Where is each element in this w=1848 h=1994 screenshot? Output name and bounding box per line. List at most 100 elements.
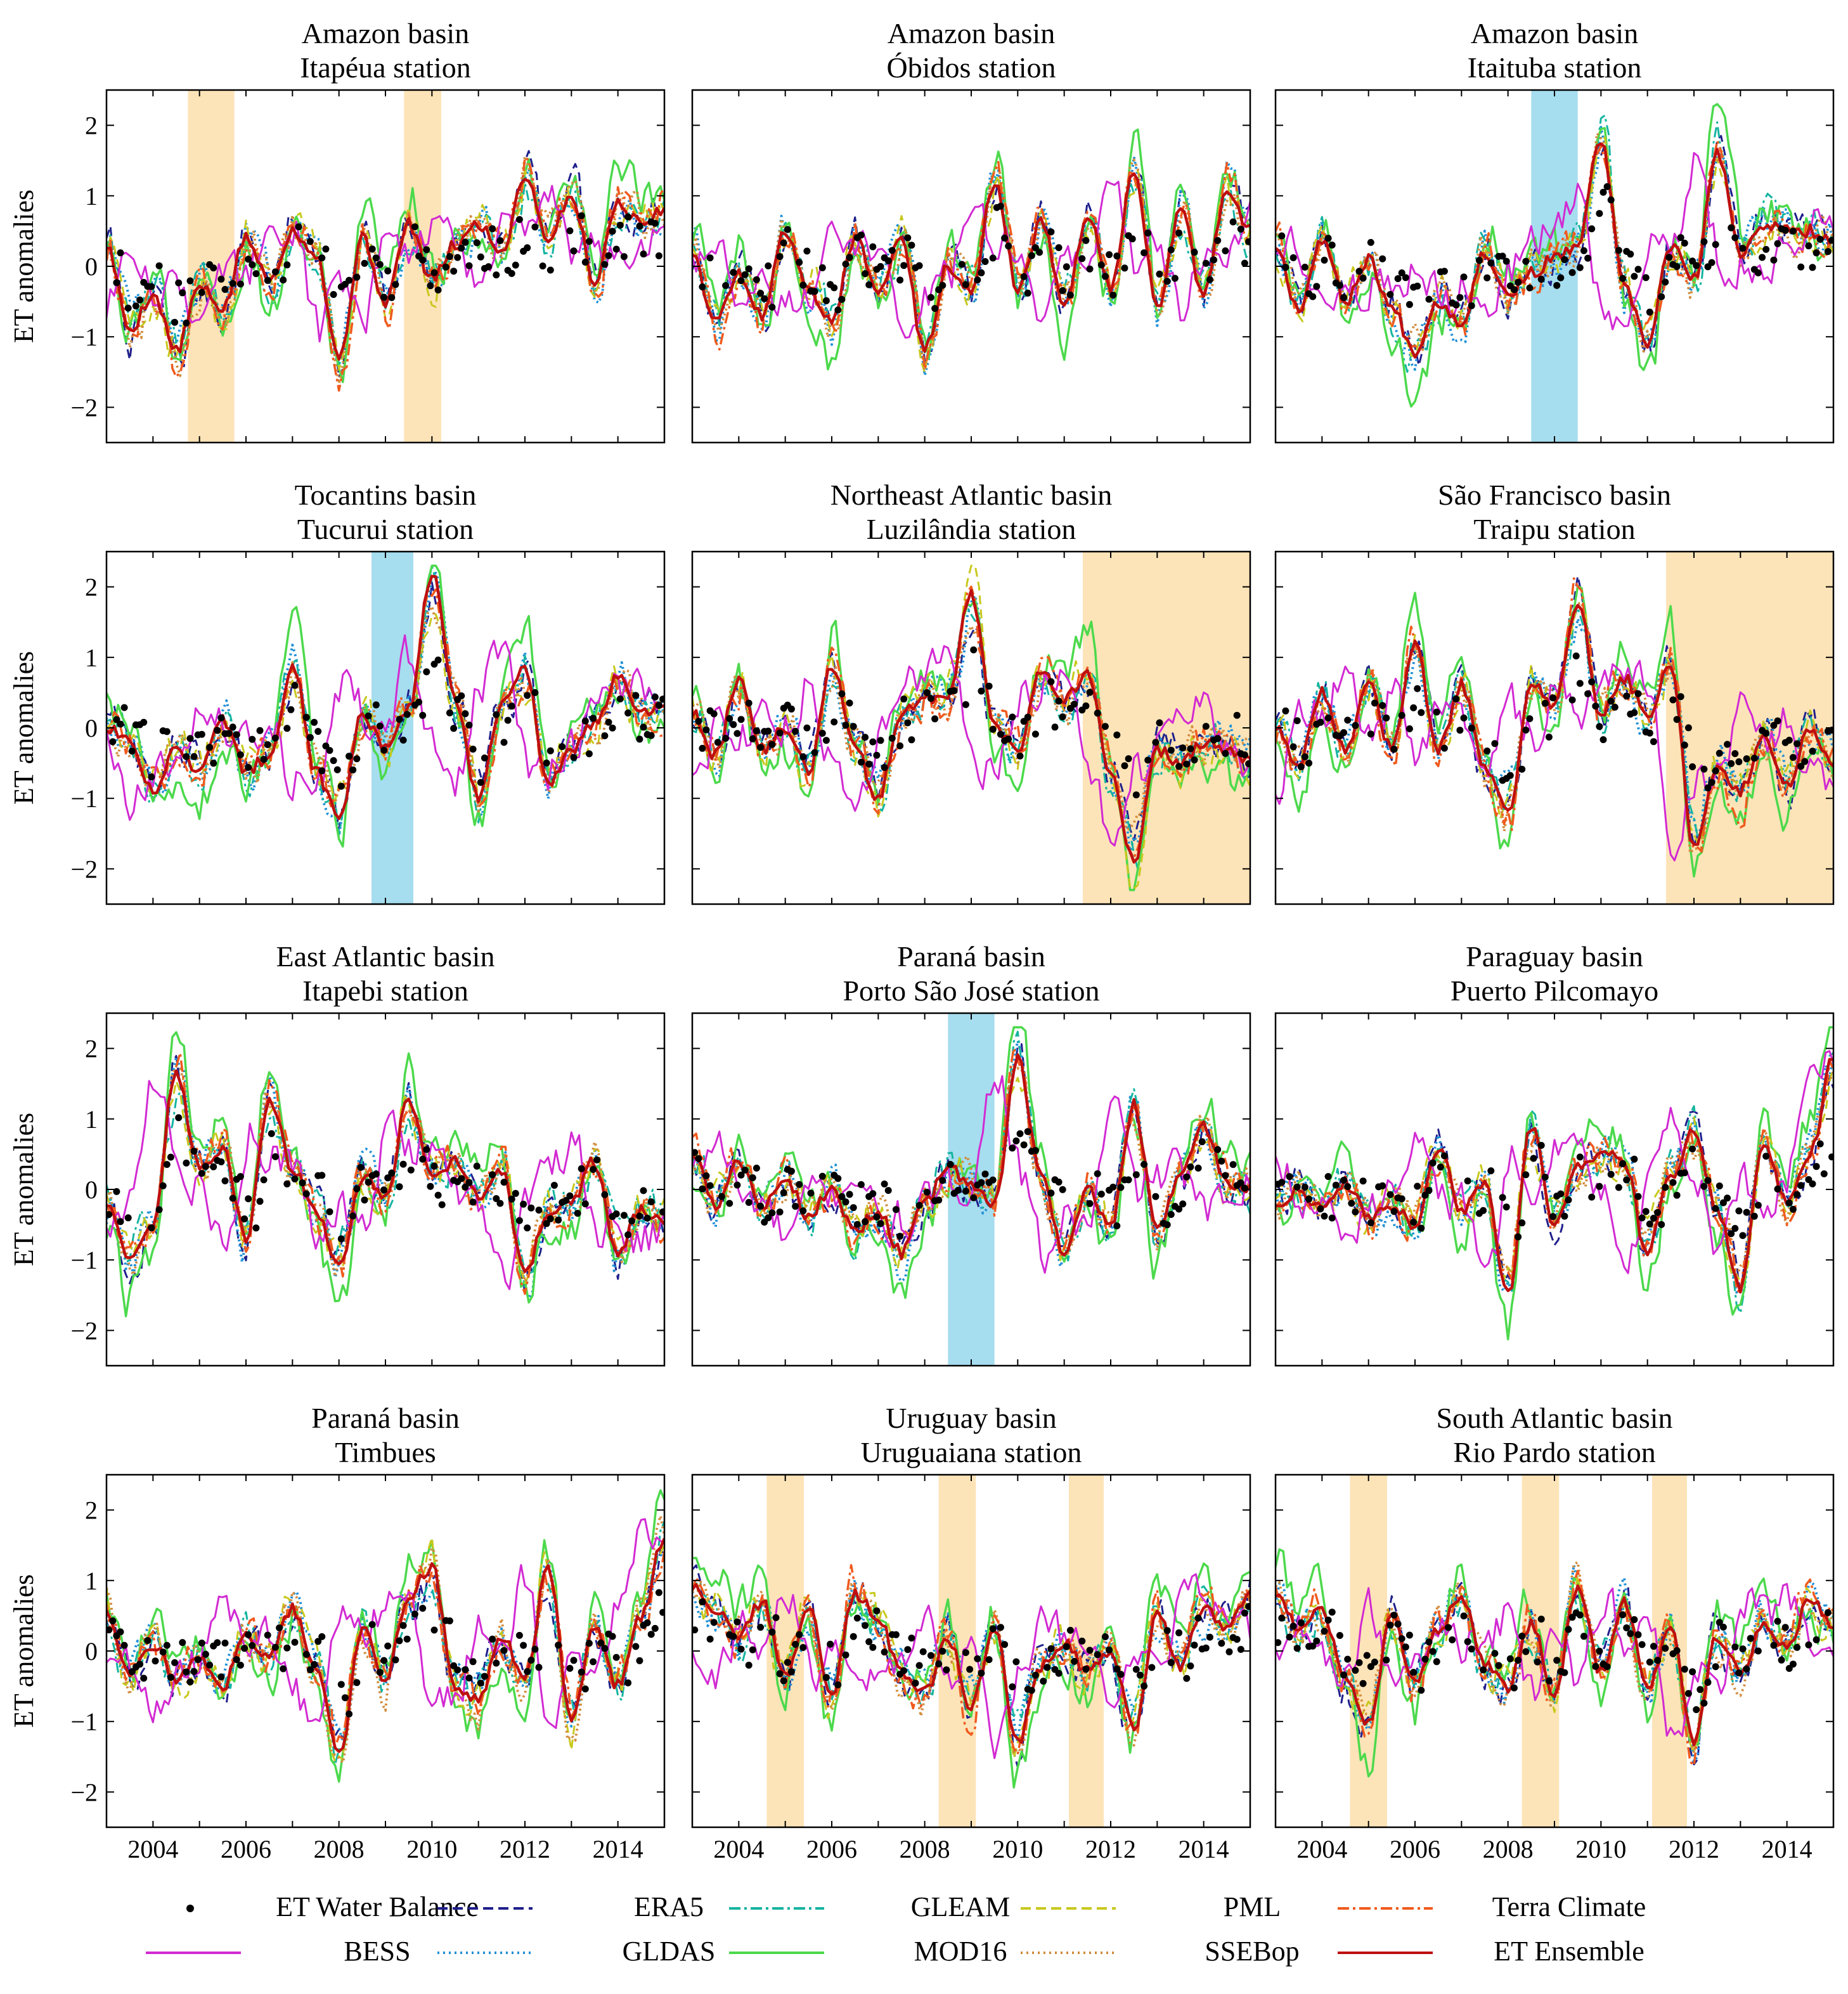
water-balance-point — [1812, 249, 1820, 257]
panel-title-basin: East Atlantic basin — [276, 940, 495, 973]
water-balance-point — [749, 1646, 756, 1654]
series-bess — [692, 645, 1250, 847]
water-balance-point — [869, 243, 877, 250]
water-balance-point — [612, 1210, 620, 1218]
water-balance-point — [1793, 1643, 1801, 1651]
water-balance-point — [271, 1153, 279, 1160]
water-balance-point — [647, 732, 655, 739]
water-balance-point — [923, 689, 931, 696]
water-balance-point — [1580, 247, 1587, 254]
water-balance-point — [1386, 1621, 1394, 1629]
series-gldas — [692, 155, 1250, 377]
water-balance-point — [1367, 238, 1374, 246]
water-balance-point — [722, 282, 730, 289]
water-balance-point — [1305, 1195, 1313, 1203]
series-terra-climate — [692, 1563, 1250, 1756]
water-balance-point — [1332, 1181, 1340, 1189]
water-balance-point — [1712, 1205, 1719, 1212]
water-balance-point — [1398, 711, 1405, 719]
series-bess — [1276, 1050, 1833, 1274]
water-balance-point — [1700, 765, 1708, 773]
water-balance-point — [765, 262, 772, 269]
water-balance-point — [1293, 1183, 1301, 1191]
water-balance-point — [1167, 246, 1175, 254]
water-balance-point — [214, 1639, 221, 1647]
water-balance-point — [217, 714, 225, 722]
water-balance-point — [780, 1677, 787, 1685]
series-gleam — [107, 1520, 664, 1766]
x-tick-label: 2012 — [500, 1835, 550, 1863]
water-balance-point — [1414, 282, 1421, 290]
water-balance-point — [706, 1635, 714, 1643]
water-balance-point — [1340, 294, 1348, 301]
water-balance-point — [939, 1647, 947, 1655]
water-balance-point — [1402, 1643, 1409, 1651]
water-balance-point — [1106, 1646, 1113, 1654]
water-balance-point — [1724, 741, 1731, 748]
water-balance-point — [1576, 680, 1584, 687]
water-balance-point — [1631, 709, 1638, 716]
water-balance-point — [249, 735, 256, 743]
water-balance-point — [908, 1635, 915, 1642]
water-balance-point — [496, 1200, 504, 1207]
water-balance-point — [1082, 702, 1090, 709]
water-balance-point — [862, 1218, 869, 1226]
water-balance-point — [1340, 1671, 1348, 1679]
water-balance-point — [144, 1637, 152, 1644]
water-balance-point — [179, 1639, 186, 1647]
water-balance-point — [737, 277, 745, 285]
water-balance-point — [838, 1193, 846, 1200]
water-balance-point — [249, 261, 256, 268]
water-balance-point — [923, 1188, 931, 1196]
water-balance-point — [651, 693, 659, 701]
water-balance-point — [349, 766, 357, 774]
water-balance-point — [113, 1188, 120, 1195]
water-balance-point — [1405, 725, 1413, 732]
water-balance-point — [155, 1206, 163, 1214]
water-balance-point — [927, 294, 934, 301]
series-et-ensemble — [1276, 604, 1833, 846]
y-tick-label: −2 — [70, 1316, 98, 1345]
water-balance-point — [198, 288, 205, 296]
water-balance-point — [749, 735, 756, 742]
water-balance-point — [167, 1674, 174, 1681]
water-balance-point — [493, 1195, 500, 1202]
water-balance-point — [702, 1172, 710, 1179]
series-terra-climate — [692, 585, 1250, 859]
water-balance-point — [1425, 1638, 1433, 1646]
water-balance-point — [1405, 301, 1413, 308]
water-balance-point — [1580, 1633, 1587, 1640]
legend-item: Terra Climate — [1338, 1891, 1646, 1922]
series-et-ensemble — [1276, 142, 1833, 359]
water-balance-point — [372, 254, 380, 262]
series-ssebop — [1276, 1560, 1833, 1754]
water-balance-point — [1743, 1665, 1750, 1673]
water-balance-point — [1522, 1171, 1530, 1179]
water-balance-point — [481, 754, 488, 761]
water-balance-point — [1206, 1633, 1213, 1641]
water-balance-point — [1367, 1219, 1374, 1227]
water-balance-point — [392, 1656, 399, 1664]
series-era5 — [1276, 1077, 1833, 1295]
water-balance-point — [997, 1624, 1004, 1631]
water-balance-point — [1502, 1203, 1510, 1211]
water-balance-point — [699, 1598, 706, 1605]
water-balance-point — [236, 1173, 244, 1181]
legend-label: MOD16 — [914, 1936, 1007, 1967]
water-balance-point — [1352, 1667, 1359, 1674]
water-balance-point — [411, 1610, 418, 1618]
water-balance-point — [1328, 242, 1336, 249]
legend-item: PML — [1021, 1891, 1281, 1922]
water-balance-point — [1059, 713, 1066, 721]
water-balance-point — [1592, 1662, 1599, 1670]
water-balance-point — [651, 1624, 659, 1632]
water-balance-point — [500, 1179, 508, 1186]
water-balance-point — [950, 687, 958, 694]
panel-title-station: Traipu station — [1473, 513, 1635, 545]
water-balance-point — [1673, 263, 1681, 270]
water-balance-point — [1202, 1644, 1210, 1652]
water-balance-point — [570, 1657, 578, 1664]
water-balance-point — [1086, 265, 1094, 273]
water-balance-point — [508, 702, 515, 710]
